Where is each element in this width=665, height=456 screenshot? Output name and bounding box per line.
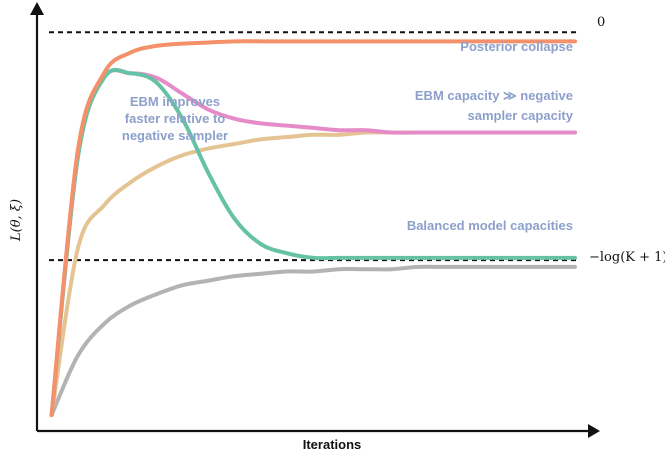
annotation-ebm-improves-line2: faster relative to bbox=[125, 111, 225, 126]
series-line-4 bbox=[49, 264, 577, 418]
reference-line-label-neglog: −log(K + 1) bbox=[589, 250, 665, 265]
series-line-3 bbox=[49, 130, 577, 418]
y-axis-arrowhead bbox=[30, 2, 44, 15]
annotation-ebm-capacity-line1: EBM capacity ≫ negative bbox=[415, 88, 573, 103]
series-line-0 bbox=[49, 39, 577, 418]
series-line-2 bbox=[49, 67, 577, 418]
x-axis-arrowhead bbox=[588, 424, 600, 438]
annotation-ebm-capacity-line2: sampler capacity bbox=[467, 108, 573, 123]
x-axis-label: Iterations bbox=[303, 437, 362, 452]
annotation-balanced-capacities: Balanced model capacities bbox=[407, 218, 573, 233]
annotation-ebm-improves-line1: EBM improves bbox=[130, 94, 220, 109]
annotation-posterior-collapse: Posterior collapse bbox=[460, 39, 573, 54]
annotation-ebm-improves-line3: negative sampler bbox=[122, 128, 228, 143]
y-axis-label: L(θ, ξ) bbox=[9, 199, 24, 242]
reference-line-label-zero: 0 bbox=[597, 15, 605, 30]
